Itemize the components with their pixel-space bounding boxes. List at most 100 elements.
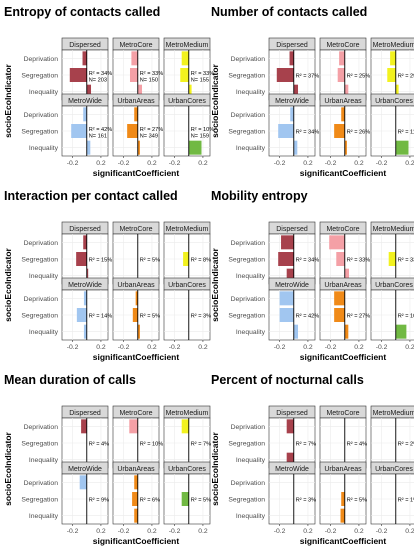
bar [390, 51, 396, 66]
bar [131, 51, 138, 66]
x-axis-title: significantCoefficient [300, 168, 387, 178]
x-tick-label: -0.2 [325, 160, 337, 167]
bar [395, 84, 399, 99]
bar [83, 291, 87, 306]
chart-panel-group: Percent of nocturnal calls socioEcoIndica… [210, 373, 414, 546]
facet-label: MetroWide [68, 98, 102, 105]
y-tick-label: Inequality [29, 89, 59, 96]
x-tick-label: 0.2 [303, 344, 313, 351]
facet-label: Dispersed [69, 42, 101, 49]
annotation-text: R² = 10% [191, 127, 214, 133]
annotation-text: N= 349 [140, 134, 158, 140]
annotation-text: R² = 4% [89, 442, 109, 448]
x-axis-title: significantCoefficient [300, 352, 387, 362]
y-tick-label: Segregation [228, 497, 265, 504]
y-tick-label: Inequality [29, 457, 59, 464]
chart-title: Mobility entropy [211, 189, 308, 203]
bar [137, 324, 140, 339]
facet-label: MetroCore [326, 42, 359, 49]
bar [69, 68, 87, 82]
facet-label: UrbanAreas [117, 282, 155, 289]
facet-label: UrbanCores [168, 98, 206, 105]
chart-panel-group: Number of contacts called socioEcoIndicat… [210, 5, 414, 178]
annotation-text: R² = 33% [191, 71, 214, 77]
bar [286, 452, 294, 467]
x-tick-label: -0.2 [325, 344, 337, 351]
bar [79, 475, 87, 490]
annotation-text: R² = 7% [296, 442, 316, 448]
x-tick-label: -0.2 [274, 160, 286, 167]
chart-panel-group: Mobility entropy socioEcoIndicator Dispers… [210, 189, 414, 362]
x-tick-label: -0.2 [376, 528, 388, 535]
annotation-text: R² = 2% [398, 442, 414, 448]
chart-panel-group: Interaction per contact called socioEcoIn… [3, 189, 211, 362]
bar [86, 140, 91, 155]
bar [86, 84, 92, 99]
bar [334, 308, 345, 322]
x-tick-label: 0.2 [405, 528, 414, 535]
x-tick-label: 0.2 [405, 344, 414, 351]
annotation-text: R² = 37% [296, 74, 319, 80]
y-tick-label: Segregation [21, 313, 58, 320]
annotation-text: R² = 14% [89, 314, 112, 320]
facet-label: MetroWide [68, 466, 102, 473]
bar [340, 508, 345, 523]
x-tick-label: 0.2 [354, 528, 364, 535]
bar [336, 252, 345, 266]
bar [83, 107, 87, 122]
facet-label: MetroMedium [373, 410, 414, 417]
bar [134, 475, 138, 490]
x-tick-label: 0.2 [354, 344, 364, 351]
annotation-text: R² = 15% [89, 258, 112, 264]
bar [344, 140, 347, 155]
y-axis-title: socioEcoIndicator [3, 247, 13, 321]
facet-label: MetroMedium [373, 42, 414, 49]
annotation-text: R² = 6% [140, 498, 160, 504]
annotation-text: R² = 3% [191, 314, 211, 320]
y-axis-title: socioEcoIndicator [3, 431, 13, 505]
bar [293, 84, 299, 99]
facet-label: UrbanAreas [324, 282, 362, 289]
bar [387, 68, 396, 82]
y-tick-label: Segregation [228, 129, 265, 136]
y-tick-label: Deprivation [231, 240, 266, 247]
y-tick-label: Segregation [228, 313, 265, 320]
annotation-text: R² = 42% [296, 314, 319, 320]
bar [279, 308, 294, 322]
bar [344, 84, 349, 99]
facet-label: Dispersed [276, 42, 308, 49]
y-tick-label: Segregation [21, 497, 58, 504]
x-tick-label: -0.2 [67, 160, 79, 167]
x-axis-title: significantCoefficient [93, 352, 180, 362]
y-tick-label: Inequality [29, 145, 59, 152]
y-tick-label: Segregation [228, 257, 265, 264]
chart-panel-group: Entropy of contacts called socioEcoIndica… [3, 5, 214, 178]
y-tick-label: Deprivation [231, 112, 266, 119]
facet-label: UrbanAreas [324, 98, 362, 105]
x-axis-title: significantCoefficient [93, 168, 180, 178]
bar [181, 51, 189, 66]
bar [82, 51, 87, 66]
facet-label: UrbanCores [168, 282, 206, 289]
annotation-text: R² = 3% [296, 498, 316, 504]
bar [289, 51, 294, 66]
bar [344, 324, 349, 339]
bar [293, 140, 298, 155]
bar [181, 492, 189, 506]
y-tick-label: Deprivation [24, 240, 59, 247]
bar [293, 324, 299, 339]
annotation-text: R² = 34% [296, 258, 319, 264]
chart-title: Entropy of contacts called [4, 5, 160, 19]
bar [83, 235, 87, 250]
y-tick-label: Deprivation [24, 112, 59, 119]
annotation-text: R² = 27% [347, 314, 370, 320]
facet-label: Dispersed [276, 226, 308, 233]
annotation-text: R² = 9% [89, 498, 109, 504]
annotation-text: R² = 42% [89, 127, 112, 133]
x-tick-label: 0.2 [303, 160, 313, 167]
annotation-text: R² = 26% [347, 130, 370, 136]
y-tick-label: Deprivation [24, 56, 59, 63]
chart-title: Mean duration of calls [4, 373, 136, 387]
x-tick-label: 0.2 [354, 160, 364, 167]
